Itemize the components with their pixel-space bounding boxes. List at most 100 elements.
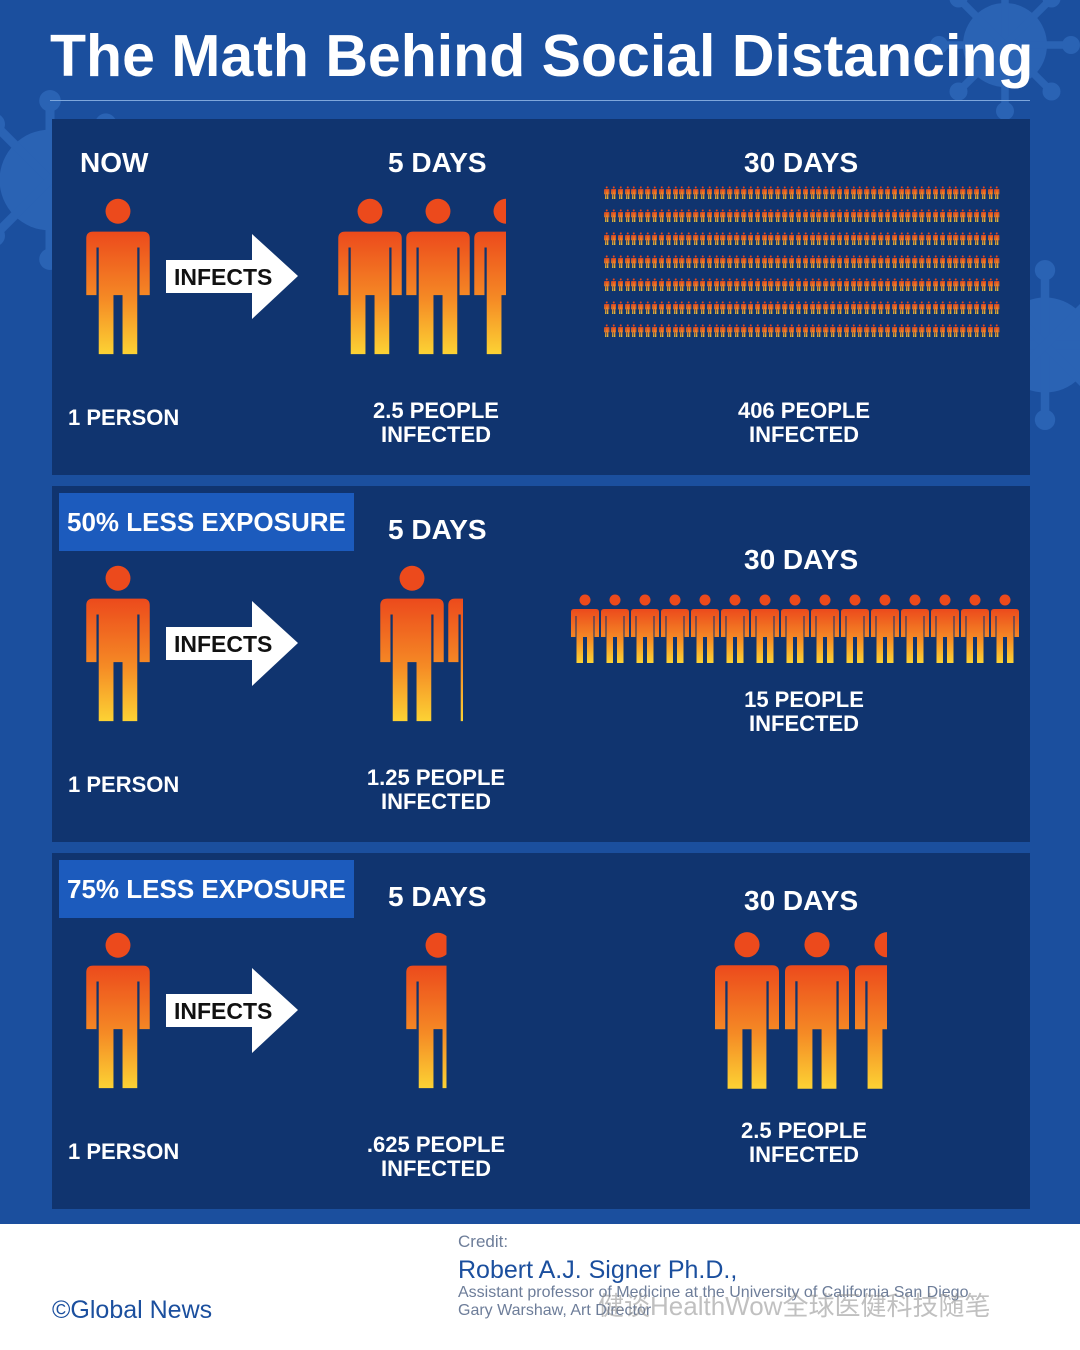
person-icon xyxy=(961,594,989,663)
person-icon xyxy=(802,186,808,199)
person-icon xyxy=(795,278,802,291)
person-icon xyxy=(850,278,856,291)
person-icon xyxy=(994,232,1000,245)
person-icon xyxy=(727,255,733,268)
person-icon xyxy=(857,255,863,268)
person-icon xyxy=(754,278,761,291)
person-icon xyxy=(775,186,781,199)
page-title: The Math Behind Social Distancing xyxy=(50,23,1034,89)
person-icon xyxy=(665,324,671,337)
person-icon xyxy=(931,594,959,663)
person-icon xyxy=(782,278,788,291)
person-icon xyxy=(878,324,884,337)
person-icon xyxy=(891,301,898,314)
day5-caption: .625 PEOPLE INFECTED xyxy=(336,1133,536,1181)
person-icon xyxy=(809,232,815,245)
person-icon xyxy=(891,324,898,337)
person-icon xyxy=(604,232,610,245)
person-icon xyxy=(816,186,822,199)
person-icon xyxy=(775,301,781,314)
person-icon xyxy=(672,301,678,314)
person-icon xyxy=(809,278,815,291)
person-icon xyxy=(946,278,952,291)
person-icon xyxy=(946,255,952,268)
person-icon xyxy=(795,301,802,314)
person-icon xyxy=(700,301,706,314)
person-icon xyxy=(86,565,150,722)
person-icon xyxy=(987,209,993,222)
person-icon xyxy=(658,232,665,245)
person-icon xyxy=(953,301,959,314)
person-icon xyxy=(946,186,952,199)
person-icon xyxy=(775,255,781,268)
arrow-icon xyxy=(166,234,298,319)
person-icon xyxy=(830,301,836,314)
day5-header: 5 DAYS xyxy=(388,881,487,912)
person-icon xyxy=(912,324,918,337)
source-person-icon xyxy=(84,931,152,1091)
person-icon xyxy=(864,209,870,222)
person-icon xyxy=(871,255,877,268)
person-icon xyxy=(754,209,761,222)
person-icon xyxy=(652,232,658,245)
person-icon xyxy=(974,301,980,314)
person-icon xyxy=(789,186,795,199)
person-icon xyxy=(789,278,795,291)
person-icon xyxy=(785,932,849,1089)
panel-tag: 50% LESS EXPOSURE xyxy=(59,493,354,551)
panel-tag: 75% LESS EXPOSURE xyxy=(59,860,354,918)
person-icon xyxy=(604,209,610,222)
person-icon xyxy=(631,324,637,337)
person-icon xyxy=(905,278,911,291)
person-icon xyxy=(795,209,802,222)
person-icon xyxy=(672,232,678,245)
person-icon xyxy=(885,324,891,337)
day30-header: 30 DAYS xyxy=(744,885,859,916)
person-icon xyxy=(617,278,624,291)
person-icon xyxy=(748,232,754,245)
person-icon xyxy=(967,186,973,199)
person-icon xyxy=(932,232,939,245)
person-icon xyxy=(802,232,808,245)
person-icon xyxy=(837,255,843,268)
person-icon xyxy=(891,186,898,199)
person-icon xyxy=(693,232,699,245)
person-icon xyxy=(631,232,637,245)
person-icon xyxy=(864,301,870,314)
day5-people-group xyxy=(404,931,464,1091)
source-label: 1 PERSON xyxy=(68,1139,180,1164)
day5-caption-line1: 2.5 PEOPLE xyxy=(373,398,499,423)
person-icon xyxy=(665,209,671,222)
person-icon xyxy=(926,209,932,222)
person-icon xyxy=(919,255,925,268)
person-icon xyxy=(761,209,767,222)
day5-header: 5 DAYS xyxy=(388,514,487,545)
person-icon xyxy=(652,278,658,291)
person-icon xyxy=(713,186,719,199)
day5-people-group xyxy=(336,197,508,357)
person-icon xyxy=(658,209,665,222)
person-icon xyxy=(775,209,781,222)
person-icon xyxy=(885,301,891,314)
person-icon xyxy=(665,186,671,199)
person-icon xyxy=(898,232,904,245)
person-icon xyxy=(864,255,870,268)
person-icon xyxy=(604,255,610,268)
person-icon xyxy=(830,232,836,245)
person-icon xyxy=(652,209,658,222)
person-icon xyxy=(645,209,651,222)
person-icon xyxy=(617,232,624,245)
person-icon xyxy=(967,209,973,222)
person-icon xyxy=(748,278,754,291)
person-icon xyxy=(843,301,850,314)
person-icon xyxy=(953,324,959,337)
person-icon xyxy=(693,186,699,199)
person-icon xyxy=(946,324,952,337)
person-icon xyxy=(823,255,829,268)
person-icon xyxy=(871,186,877,199)
person-icon xyxy=(761,255,767,268)
source-label: 1 PERSON xyxy=(68,772,180,797)
footer: ©Global News Credit: Robert A.J. Signer … xyxy=(0,1224,1080,1350)
person-icon xyxy=(686,255,692,268)
person-icon xyxy=(830,324,836,337)
